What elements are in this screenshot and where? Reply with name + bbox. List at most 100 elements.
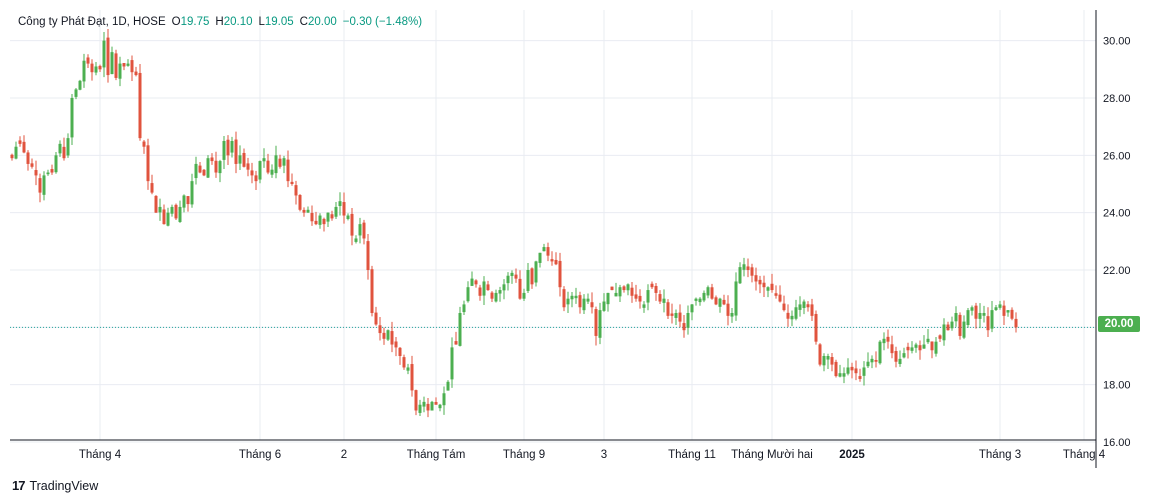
candle[interactable]	[926, 329, 930, 344]
candle[interactable]	[382, 327, 386, 345]
candle[interactable]	[162, 204, 166, 225]
candle[interactable]	[238, 145, 242, 170]
candle[interactable]	[626, 283, 630, 296]
candle[interactable]	[166, 207, 170, 227]
candle[interactable]	[794, 299, 798, 321]
candle[interactable]	[762, 275, 766, 298]
candle[interactable]	[210, 153, 214, 165]
candle[interactable]	[58, 140, 62, 157]
candle[interactable]	[26, 150, 30, 171]
candle[interactable]	[134, 66, 138, 77]
candle[interactable]	[862, 361, 866, 386]
candle[interactable]	[82, 53, 86, 88]
candle[interactable]	[158, 198, 162, 221]
candle[interactable]	[302, 207, 306, 217]
candle[interactable]	[94, 62, 98, 76]
candle[interactable]	[442, 386, 446, 415]
candle[interactable]	[454, 331, 458, 345]
candle[interactable]	[530, 267, 534, 289]
candle[interactable]	[14, 141, 18, 160]
candle[interactable]	[898, 350, 902, 367]
candle[interactable]	[866, 352, 870, 369]
candle[interactable]	[970, 305, 974, 316]
candle[interactable]	[746, 258, 750, 278]
candle[interactable]	[714, 295, 718, 306]
candle[interactable]	[766, 286, 770, 298]
candle[interactable]	[354, 235, 358, 244]
candle[interactable]	[126, 59, 130, 67]
candle[interactable]	[994, 305, 998, 311]
candle[interactable]	[770, 273, 774, 293]
candle[interactable]	[910, 341, 914, 354]
candle[interactable]	[394, 336, 398, 357]
candle[interactable]	[686, 305, 690, 335]
candle[interactable]	[458, 306, 462, 347]
candle[interactable]	[718, 297, 722, 313]
candle[interactable]	[958, 312, 962, 340]
candle[interactable]	[122, 62, 126, 71]
candle[interactable]	[634, 284, 638, 302]
candle[interactable]	[174, 203, 178, 221]
candle[interactable]	[618, 284, 622, 303]
candle[interactable]	[610, 286, 614, 291]
candle[interactable]	[590, 292, 594, 314]
candle[interactable]	[586, 293, 590, 304]
candle[interactable]	[722, 294, 726, 306]
candle[interactable]	[446, 380, 450, 391]
candle[interactable]	[846, 358, 850, 376]
candle[interactable]	[102, 32, 106, 78]
candle[interactable]	[294, 180, 298, 205]
candle[interactable]	[282, 155, 286, 174]
candle[interactable]	[886, 329, 890, 349]
candle[interactable]	[194, 156, 198, 185]
candle[interactable]	[186, 195, 190, 212]
candle[interactable]	[858, 368, 862, 382]
symbol-title[interactable]: Công ty Phát Đạt, 1D, HOSE	[18, 16, 166, 28]
candle[interactable]	[606, 292, 610, 312]
candle[interactable]	[642, 301, 646, 313]
candle[interactable]	[350, 208, 354, 246]
candle[interactable]	[326, 212, 330, 228]
candle[interactable]	[646, 284, 650, 311]
candle[interactable]	[494, 289, 498, 303]
candle[interactable]	[334, 201, 338, 220]
candle[interactable]	[882, 332, 886, 351]
candle[interactable]	[1014, 312, 1018, 333]
candle[interactable]	[318, 213, 322, 229]
candle[interactable]	[678, 304, 682, 328]
candle[interactable]	[434, 397, 438, 405]
candle[interactable]	[838, 364, 842, 378]
candle[interactable]	[450, 337, 454, 388]
candle[interactable]	[814, 310, 818, 345]
candle[interactable]	[398, 346, 402, 365]
candle[interactable]	[694, 297, 698, 306]
candle[interactable]	[22, 135, 26, 154]
candle[interactable]	[822, 353, 826, 372]
candle[interactable]	[366, 233, 370, 280]
candle[interactable]	[854, 360, 858, 381]
candle[interactable]	[638, 289, 642, 309]
candle[interactable]	[266, 153, 270, 175]
candle[interactable]	[666, 299, 670, 320]
candle[interactable]	[930, 341, 934, 359]
candle[interactable]	[482, 276, 486, 306]
candle[interactable]	[522, 288, 526, 301]
candle[interactable]	[830, 352, 834, 372]
candle[interactable]	[38, 173, 42, 203]
candle[interactable]	[682, 314, 686, 338]
candle[interactable]	[234, 131, 238, 174]
candle[interactable]	[738, 262, 742, 284]
candle[interactable]	[190, 173, 194, 208]
candle[interactable]	[330, 210, 334, 221]
candle[interactable]	[922, 335, 926, 349]
candle[interactable]	[734, 272, 738, 321]
candle[interactable]	[62, 137, 66, 161]
candle[interactable]	[202, 168, 206, 177]
candle[interactable]	[418, 399, 422, 417]
candle[interactable]	[990, 300, 994, 333]
candle[interactable]	[810, 298, 814, 322]
candle[interactable]	[622, 285, 626, 293]
candle[interactable]	[178, 200, 182, 223]
time-axis[interactable]: Tháng 4 Tháng 6 2 Tháng Tám Tháng 9 3 Tháng 11…	[10, 439, 1106, 461]
